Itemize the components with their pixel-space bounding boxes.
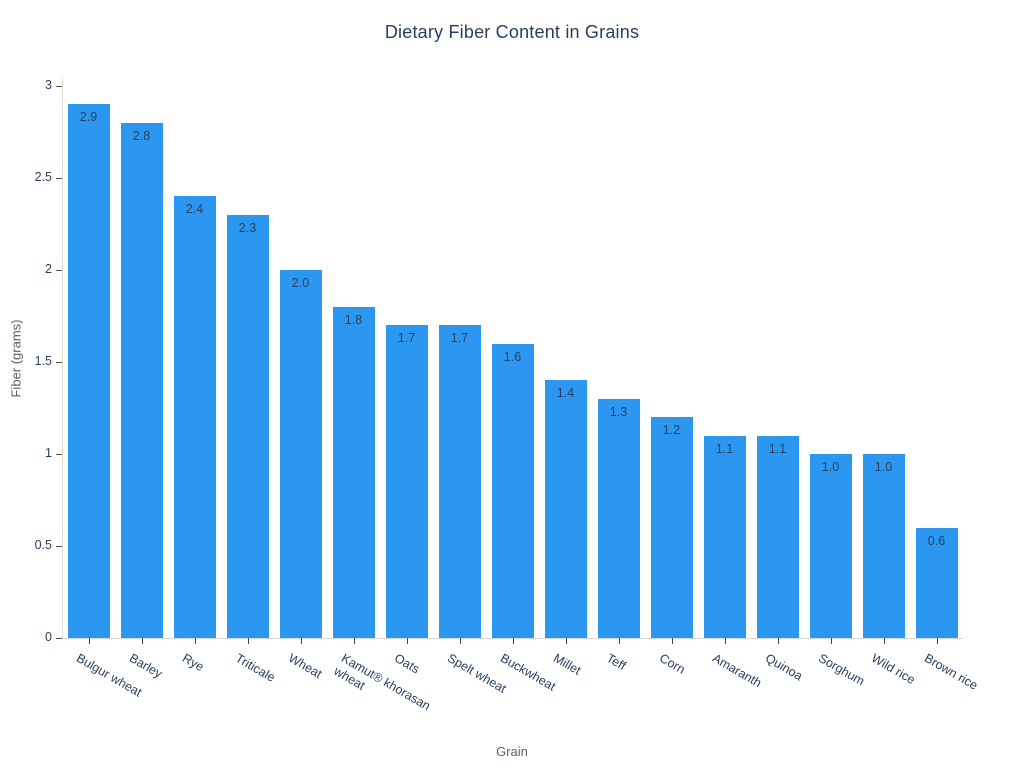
bar-value-label: 2.3 (238, 220, 257, 235)
x-tick-mark (459, 638, 461, 644)
x-tick-mark (353, 638, 355, 644)
bar (756, 435, 799, 638)
x-tick-mark (777, 638, 779, 644)
bar-value-label: 1.4 (556, 386, 575, 401)
x-tick-label: Brown rice (921, 651, 980, 693)
x-tick-label: Quinoa (762, 651, 805, 684)
y-tick-mark (56, 270, 62, 271)
bar-value-label: 1.7 (450, 331, 469, 346)
x-axis-title: Grain (496, 744, 528, 759)
chart-title: Dietary Fiber Content in Grains (384, 22, 640, 42)
x-tick-mark (141, 638, 143, 644)
bar (279, 270, 322, 638)
y-tick-mark (56, 638, 62, 639)
bar (862, 454, 905, 638)
x-tick-label: Buckwheat (497, 651, 558, 694)
x-tick-mark (512, 638, 514, 644)
bar-value-label: 1.3 (609, 404, 628, 419)
x-tick-label: Sorghum (815, 651, 867, 689)
bar (332, 306, 375, 638)
x-tick-mark (88, 638, 90, 644)
y-axis-line (62, 78, 63, 638)
bar-value-label: 1.0 (874, 460, 893, 474)
bar (915, 527, 958, 638)
y-tick-mark (56, 546, 62, 547)
bar (173, 196, 216, 638)
bar-value-label: 1.8 (344, 312, 363, 327)
bar-value-label: 1.1 (715, 441, 734, 456)
bar-value-label: 2.8 (132, 128, 151, 143)
y-tick-label: 2 (45, 262, 52, 276)
bar (597, 398, 640, 638)
bar-value-label: 1.7 (397, 331, 416, 346)
y-tick-mark (56, 454, 62, 455)
x-tick-label: Teff (603, 651, 628, 674)
bar-value-label: 1.6 (503, 349, 522, 364)
y-tick-label: 2.5 (34, 170, 52, 184)
x-tick-label: Barley (126, 651, 165, 681)
x-tick-mark (936, 638, 938, 644)
bar (67, 104, 110, 638)
bar (809, 454, 852, 638)
x-tick-mark (671, 638, 673, 644)
x-tick-label: Amaranth (709, 651, 764, 691)
bar-value-label: 0.6 (927, 533, 946, 548)
y-tick-mark (56, 362, 62, 363)
bar (544, 380, 587, 638)
x-tick-label: Millet (550, 651, 583, 678)
x-tick-mark (194, 638, 196, 644)
y-tick-label: 0.5 (34, 538, 52, 552)
y-tick-mark (56, 86, 62, 87)
bar (385, 325, 428, 638)
x-tick-label: Corn (656, 651, 687, 677)
x-tick-label: Rye (179, 651, 206, 675)
x-tick-mark (565, 638, 567, 644)
x-tick-label: Wild rice (868, 651, 918, 688)
y-tick-label: 1.5 (34, 354, 52, 368)
y-tick-mark (56, 178, 62, 179)
bar-value-label: 2.0 (291, 276, 310, 290)
bar (703, 435, 746, 638)
y-tick-label: 1 (45, 446, 52, 460)
x-tick-mark (300, 638, 302, 644)
y-tick-label: 0 (45, 630, 52, 644)
x-tick-mark (406, 638, 408, 644)
bar (226, 214, 269, 638)
x-tick-label: Triticale (232, 651, 277, 685)
bar-value-label: 1.0 (821, 460, 840, 474)
x-tick-mark (883, 638, 885, 644)
bar-value-label: 1.2 (662, 423, 681, 438)
bar (438, 325, 481, 638)
x-tick-label: Spelt wheat (444, 651, 509, 696)
x-tick-mark (247, 638, 249, 644)
bar (120, 122, 163, 638)
bar (491, 343, 534, 638)
x-tick-label: Oats (391, 651, 422, 677)
bar (650, 417, 693, 638)
bar-value-label: 2.9 (79, 110, 98, 125)
bar-value-label: 2.4 (185, 202, 204, 217)
x-tick-mark (618, 638, 620, 644)
x-tick-mark (830, 638, 832, 644)
x-tick-mark (724, 638, 726, 644)
x-tick-label: Wheat (285, 651, 324, 682)
y-tick-label: 3 (45, 78, 52, 92)
bar-value-label: 1.1 (768, 441, 787, 456)
